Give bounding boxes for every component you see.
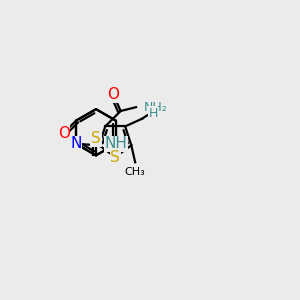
Text: O: O	[58, 125, 70, 140]
Text: O: O	[107, 87, 119, 102]
Text: NH₂: NH₂	[144, 101, 167, 114]
Text: S: S	[110, 149, 120, 164]
Text: N: N	[70, 136, 82, 151]
Text: CH₃: CH₃	[125, 167, 146, 177]
Text: H: H	[148, 107, 158, 120]
Text: S: S	[91, 131, 101, 146]
Text: NH: NH	[105, 136, 128, 151]
